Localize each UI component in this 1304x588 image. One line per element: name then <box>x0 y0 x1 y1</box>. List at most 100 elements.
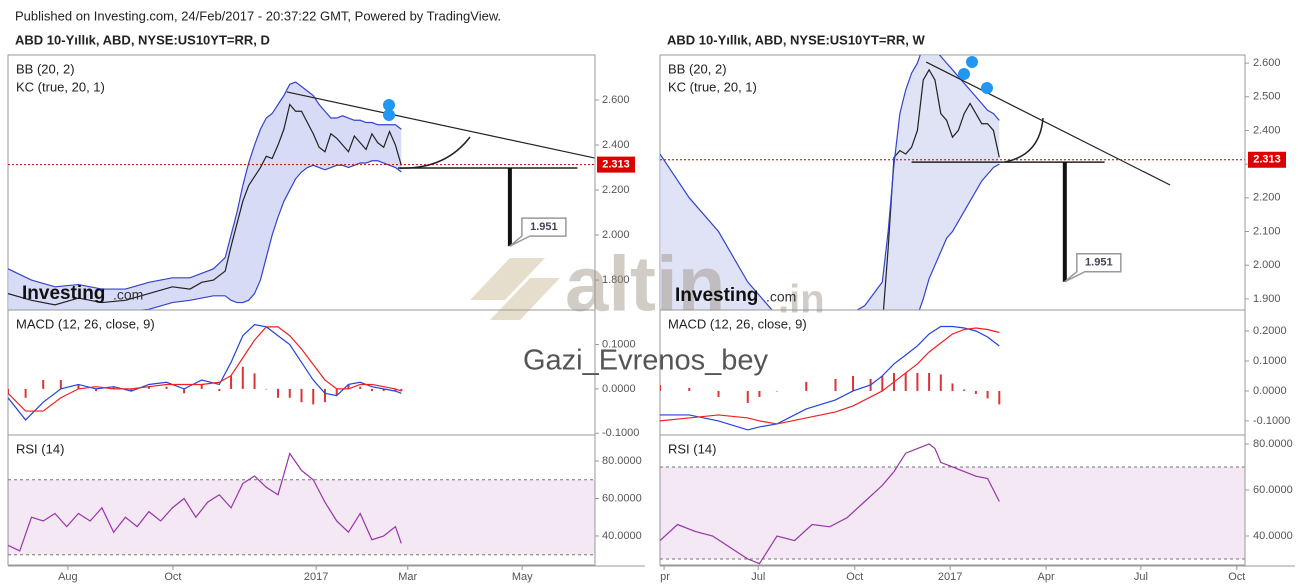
histogram-bar <box>59 380 62 389</box>
y-tick-label: 80.0000 <box>602 455 642 467</box>
x-tick-label: Oct <box>164 571 181 583</box>
histogram-bar <box>928 372 931 391</box>
histogram-bar <box>277 388 280 398</box>
annotations <box>8 91 595 247</box>
series-line <box>660 327 1000 425</box>
series-line <box>8 452 402 552</box>
histogram-bar <box>746 390 749 403</box>
pane-title: BB (20, 2) <box>668 61 727 76</box>
histogram-bar <box>904 372 907 391</box>
histogram-bar <box>688 387 691 391</box>
author-watermark: Gazi_Evrenos_bey <box>523 345 769 377</box>
histogram-bar <box>323 388 326 403</box>
x-tick-label: Mar <box>398 571 417 583</box>
histogram-bar <box>939 374 942 391</box>
histogram-bar <box>42 380 45 389</box>
y-tick-label: 2.200 <box>1253 192 1281 204</box>
histogram-bar <box>717 390 720 397</box>
y-tick-label: 2.000 <box>602 229 630 241</box>
callout <box>1064 252 1122 283</box>
histogram-bar <box>986 390 989 399</box>
pane-title: MACD (12, 26, close, 9) <box>668 316 807 331</box>
target-label: 1.951 <box>530 221 558 233</box>
pane-title: RSI (14) <box>668 441 716 456</box>
arc-drawing <box>1004 117 1044 163</box>
y-tick-label: 2.600 <box>1253 57 1281 69</box>
histogram-bar <box>963 389 966 391</box>
histogram-bar <box>382 388 385 392</box>
histogram-bar <box>95 388 98 392</box>
series-line <box>8 326 402 412</box>
histogram-bar <box>347 384 350 389</box>
histogram-bar <box>183 388 186 394</box>
y-tick-label: 40.0000 <box>602 530 642 542</box>
histogram-bar <box>147 386 150 389</box>
histogram-bar <box>112 386 115 389</box>
y-tick-label: 2.400 <box>1253 124 1281 136</box>
pane-subtitle: KC (true, 20, 1) <box>668 79 757 94</box>
price-tag-label: 2.313 <box>602 159 630 171</box>
x-tick-label: Oct <box>846 571 863 583</box>
x-tick-label: Apr <box>1038 571 1055 583</box>
callout <box>509 217 567 247</box>
y-tick-label: 80.0000 <box>1253 438 1293 450</box>
header: Published on Investing.com, 24/Feb/2017 … <box>15 8 501 23</box>
pane-title: MACD (12, 26, close, 9) <box>16 316 155 331</box>
y-tick-label: 0.2000 <box>1253 325 1287 337</box>
series-line <box>135 160 402 310</box>
histogram-bar <box>916 372 919 391</box>
x-tick-label: pr <box>660 571 670 583</box>
x-tick-label: 2017 <box>304 571 328 583</box>
brand-logo: Investing <box>675 285 758 306</box>
x-tick-label: May <box>512 571 533 583</box>
histogram-bar <box>805 381 808 391</box>
histogram-bar <box>165 386 168 389</box>
histogram-bar <box>300 388 303 403</box>
histogram-bar <box>834 378 837 391</box>
pane-subtitle: KC (true, 20, 1) <box>16 79 105 94</box>
p-markers <box>383 56 993 121</box>
y-tick-label: -0.1000 <box>1253 415 1290 427</box>
pane-plot <box>660 325 1001 431</box>
y-tick-label: 0.1000 <box>602 338 636 350</box>
y-tick-label: 1.900 <box>1253 293 1281 305</box>
site-watermark-suffix: .in <box>778 278 825 322</box>
band-zone <box>660 466 1245 560</box>
brand-logo-suffix: .com <box>766 289 796 305</box>
price-tag <box>597 156 635 173</box>
series-line <box>8 103 402 306</box>
y-tick-label: 0.1000 <box>1253 355 1287 367</box>
y-tick-label: 0.0000 <box>1253 385 1287 397</box>
histogram-bar <box>776 390 778 392</box>
price-tag <box>1248 151 1286 168</box>
pane-title: RSI (14) <box>16 441 64 456</box>
histogram-bar <box>370 388 373 392</box>
histogram-bar <box>998 390 1001 405</box>
histogram-bar <box>852 375 855 391</box>
histogram-bar <box>265 388 268 390</box>
y-tick-label: 1.800 <box>602 274 630 286</box>
histogram-bar <box>8 388 9 394</box>
y-tick-label: 2.200 <box>602 184 630 196</box>
series-line <box>660 443 1000 565</box>
x-tick-label: Aug <box>58 571 78 583</box>
band-zone <box>8 479 595 555</box>
y-tick-label: 0.0000 <box>602 383 636 395</box>
histogram-bar <box>130 388 133 392</box>
histogram-bar <box>253 373 256 389</box>
series-line <box>8 81 402 290</box>
histogram-bar <box>77 384 80 389</box>
y-tick-label: 60.0000 <box>602 492 642 504</box>
histogram-bar <box>394 388 397 392</box>
histogram-bar <box>951 383 954 391</box>
histogram-bar <box>218 388 221 392</box>
pane-plot <box>660 55 1000 310</box>
band-fill <box>8 82 402 310</box>
trend-line <box>286 91 595 159</box>
histogram-bar <box>24 388 27 398</box>
chart-title: ABD 10-Yıllık, ABD, NYSE:US10YT=RR, D <box>15 32 270 47</box>
pane-plot <box>8 323 403 421</box>
y-tick-label: 2.100 <box>1253 225 1281 237</box>
arc-drawing <box>397 136 471 169</box>
